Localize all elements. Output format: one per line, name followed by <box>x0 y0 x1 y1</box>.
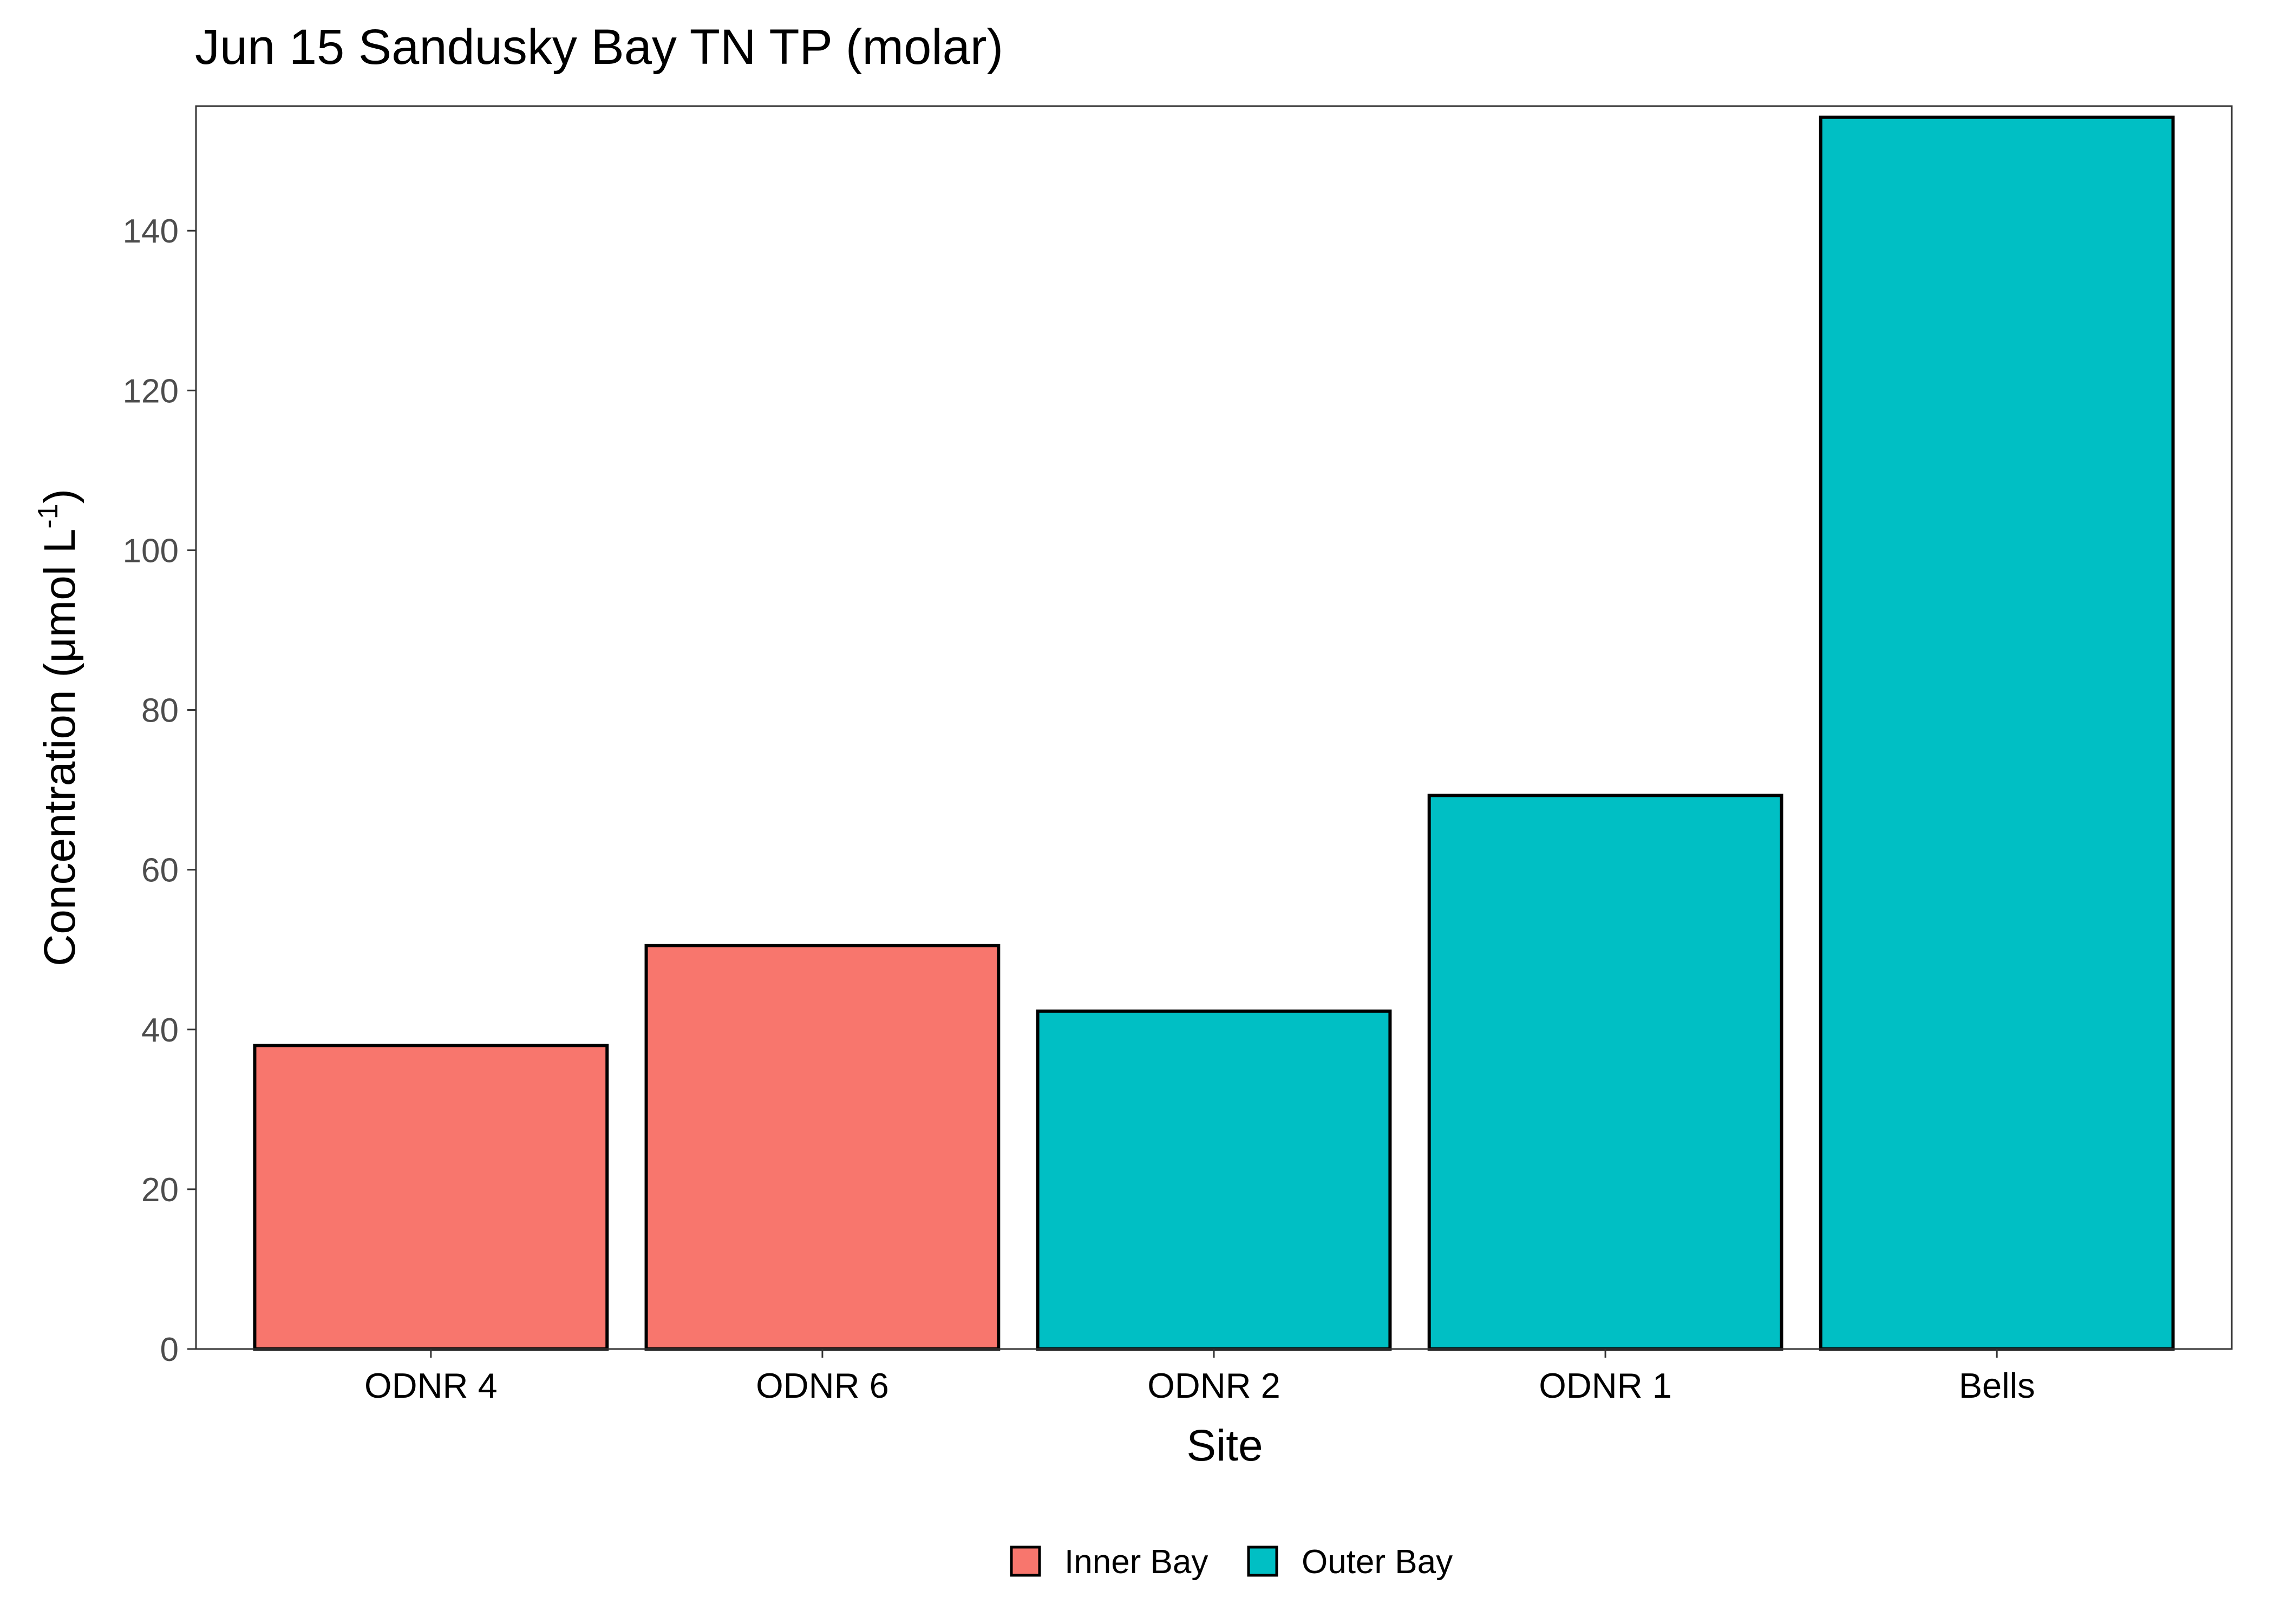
y-axis: 0 20 40 60 80 100 120 140 <box>123 213 196 1368</box>
y-tick-label-20: 20 <box>141 1171 179 1209</box>
x-tick-label-odnr-1: ODNR 1 <box>1539 1366 1672 1405</box>
y-tick-label-0: 0 <box>160 1331 179 1368</box>
y-axis-title-main: Concentration (μmol L <box>35 529 84 966</box>
x-axis-title: Site <box>1186 1421 1263 1470</box>
legend: Inner Bay Outer Bay <box>1010 1543 1453 1581</box>
bar-odnr-6 <box>644 944 1001 1351</box>
y-tick-label-60: 60 <box>141 852 179 889</box>
legend-label-inner-bay: Inner Bay <box>1064 1543 1208 1581</box>
y-axis-title: Concentration (μmol L-1) <box>32 489 84 966</box>
legend-key-outer-bay <box>1247 1546 1278 1577</box>
y-tick-label-120: 120 <box>123 372 179 410</box>
chart-title: Jun 15 Sandusky Bay TN TP (molar) <box>195 19 1003 75</box>
legend-key-inner-bay <box>1010 1546 1041 1577</box>
bar-odnr-4 <box>253 1044 609 1351</box>
x-tick-label-odnr-6: ODNR 6 <box>756 1366 889 1405</box>
x-tick-label-odnr-4: ODNR 4 <box>364 1366 498 1405</box>
x-axis: ODNR 4 ODNR 6 ODNR 2 ODNR 1 Bells <box>364 1349 2035 1405</box>
x-tick-label-bells: Bells <box>1959 1366 2035 1405</box>
x-tick-label-odnr-2: ODNR 2 <box>1147 1366 1280 1405</box>
bar-bells <box>1819 115 2175 1351</box>
bar-odnr-1 <box>1427 794 1783 1351</box>
bars <box>253 115 2175 1351</box>
y-tick-label-40: 40 <box>141 1012 179 1049</box>
y-axis-title-close: ) <box>35 489 84 503</box>
y-axis-title-sup: -1 <box>32 503 64 528</box>
y-tick-label-140: 140 <box>123 213 179 250</box>
y-tick-label-80: 80 <box>141 692 179 730</box>
legend-label-outer-bay: Outer Bay <box>1302 1543 1453 1581</box>
bar-odnr-2 <box>1036 1009 1392 1351</box>
y-tick-label-100: 100 <box>123 532 179 569</box>
